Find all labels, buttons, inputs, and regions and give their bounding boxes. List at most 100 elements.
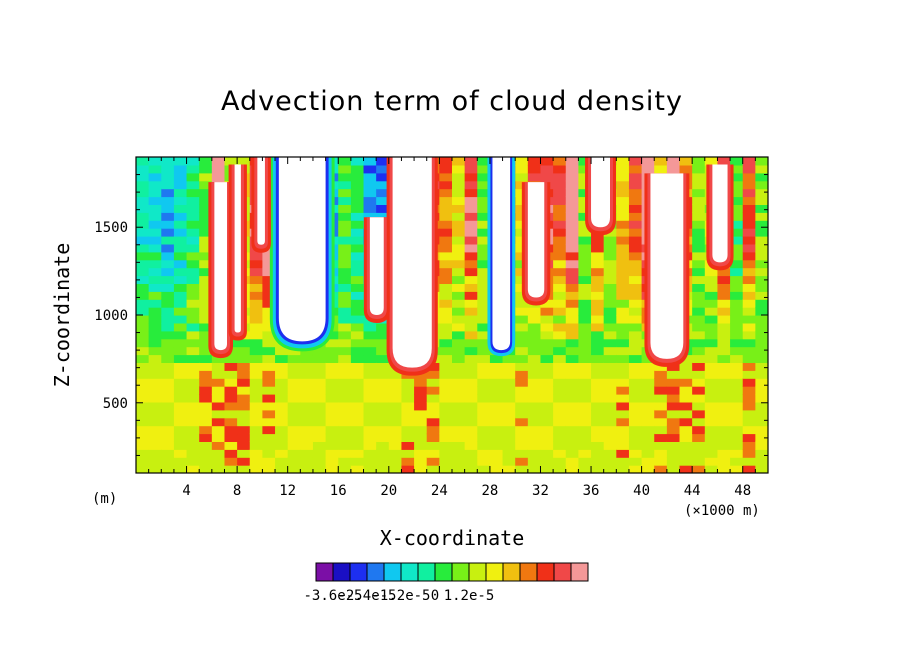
heatmap-cell	[515, 157, 529, 166]
heatmap-cell	[136, 378, 150, 387]
heatmap-cell	[692, 441, 706, 450]
white-region	[712, 164, 728, 263]
heatmap-cell	[199, 299, 213, 308]
heatmap-cell	[717, 401, 731, 411]
heatmap-cell	[464, 291, 478, 300]
heatmap-cell	[224, 417, 238, 427]
heatmap-cell	[591, 401, 605, 411]
heatmap-cell	[338, 354, 352, 363]
heatmap-cell	[312, 394, 327, 403]
heatmap-cell	[173, 188, 188, 198]
heatmap-cell	[161, 417, 175, 427]
heatmap-cell	[237, 157, 251, 166]
heatmap-cell	[755, 330, 768, 340]
heatmap-cell	[312, 370, 327, 379]
heatmap-cell	[199, 188, 213, 198]
heatmap-cell	[515, 275, 529, 284]
heatmap-cell	[136, 299, 150, 308]
heatmap-cell	[350, 346, 365, 356]
heatmap-cell	[262, 449, 276, 458]
heatmap-cell	[502, 449, 516, 458]
heatmap-cell	[161, 196, 175, 205]
heatmap-cell	[628, 425, 643, 435]
heatmap-cell	[515, 251, 529, 261]
heatmap-cell	[173, 291, 188, 300]
heatmap-cell	[540, 417, 554, 427]
heatmap-cell	[616, 259, 630, 269]
heatmap-cell	[350, 401, 365, 411]
heatmap-cell	[553, 180, 567, 190]
heatmap-cell	[717, 433, 731, 442]
heatmap-cell	[704, 338, 719, 348]
heatmap-cell	[603, 322, 617, 332]
heatmap-cell	[603, 236, 617, 245]
heatmap-cell	[730, 259, 744, 269]
heatmap-cell	[616, 378, 630, 387]
heatmap-cell	[237, 362, 251, 371]
heatmap-cell	[401, 465, 415, 473]
heatmap-cell	[249, 275, 263, 284]
heatmap-cell	[186, 457, 200, 466]
heatmap-cell	[161, 378, 175, 387]
heatmap-cell	[603, 354, 617, 363]
heatmap-cell	[515, 354, 529, 363]
heatmap-cell	[161, 180, 175, 190]
heatmap-cell	[262, 299, 276, 308]
heatmap-cell	[148, 449, 162, 458]
heatmap-cell	[464, 196, 478, 205]
heatmap-cell	[628, 449, 643, 458]
heatmap-cell	[603, 283, 617, 292]
heatmap-cell	[628, 401, 643, 411]
heatmap-cell	[742, 212, 756, 221]
heatmap-cell	[641, 433, 655, 442]
heatmap-cell	[553, 433, 567, 442]
heatmap-cell	[628, 251, 643, 261]
heatmap-cell	[679, 394, 693, 403]
heatmap-cell	[628, 172, 643, 182]
heatmap-cell	[439, 275, 453, 284]
heatmap-cell	[148, 259, 162, 269]
heatmap-cell	[173, 196, 188, 205]
heatmap-cell	[275, 386, 289, 395]
heatmap-cell	[616, 228, 630, 237]
heatmap-cell	[603, 251, 617, 261]
heatmap-cell	[186, 291, 200, 300]
heatmap-cell	[553, 386, 567, 395]
heatmap-cell	[730, 212, 744, 221]
heatmap-cell	[350, 433, 365, 442]
heatmap-cell	[136, 275, 150, 284]
heatmap-cell	[730, 362, 744, 371]
heatmap-cell	[616, 346, 630, 356]
heatmap-cell	[439, 243, 453, 253]
heatmap-cell	[730, 251, 744, 261]
heatmap-cell	[452, 370, 466, 379]
heatmap-cell	[742, 291, 756, 300]
colorbar-swatch	[383, 562, 402, 582]
heatmap-cell	[730, 386, 744, 395]
heatmap-cell	[489, 401, 504, 411]
heatmap-cell	[452, 275, 466, 284]
heatmap-cell	[186, 386, 200, 395]
heatmap-cell	[186, 307, 200, 316]
heatmap-cell	[742, 196, 756, 205]
heatmap-cell	[527, 338, 542, 348]
heatmap-cell	[565, 338, 579, 348]
heatmap-cell	[136, 465, 150, 473]
heatmap-cell	[287, 433, 301, 442]
heatmap-cell	[616, 362, 630, 371]
x-tick-label: 24	[431, 483, 448, 499]
heatmap-cell	[654, 417, 668, 427]
heatmap-cell	[452, 172, 466, 182]
heatmap-cell	[452, 251, 466, 261]
heatmap-cell	[527, 417, 542, 427]
heatmap-cell	[742, 315, 756, 324]
heatmap-cell	[414, 386, 428, 395]
heatmap-cell	[515, 330, 529, 340]
heatmap-cell	[616, 251, 630, 261]
heatmap-cell	[666, 164, 681, 174]
heatmap-cell	[414, 465, 428, 473]
heatmap-cell	[224, 394, 238, 403]
heatmap-cell	[527, 315, 542, 324]
heatmap-cell	[553, 338, 567, 348]
heatmap-cell	[553, 315, 567, 324]
